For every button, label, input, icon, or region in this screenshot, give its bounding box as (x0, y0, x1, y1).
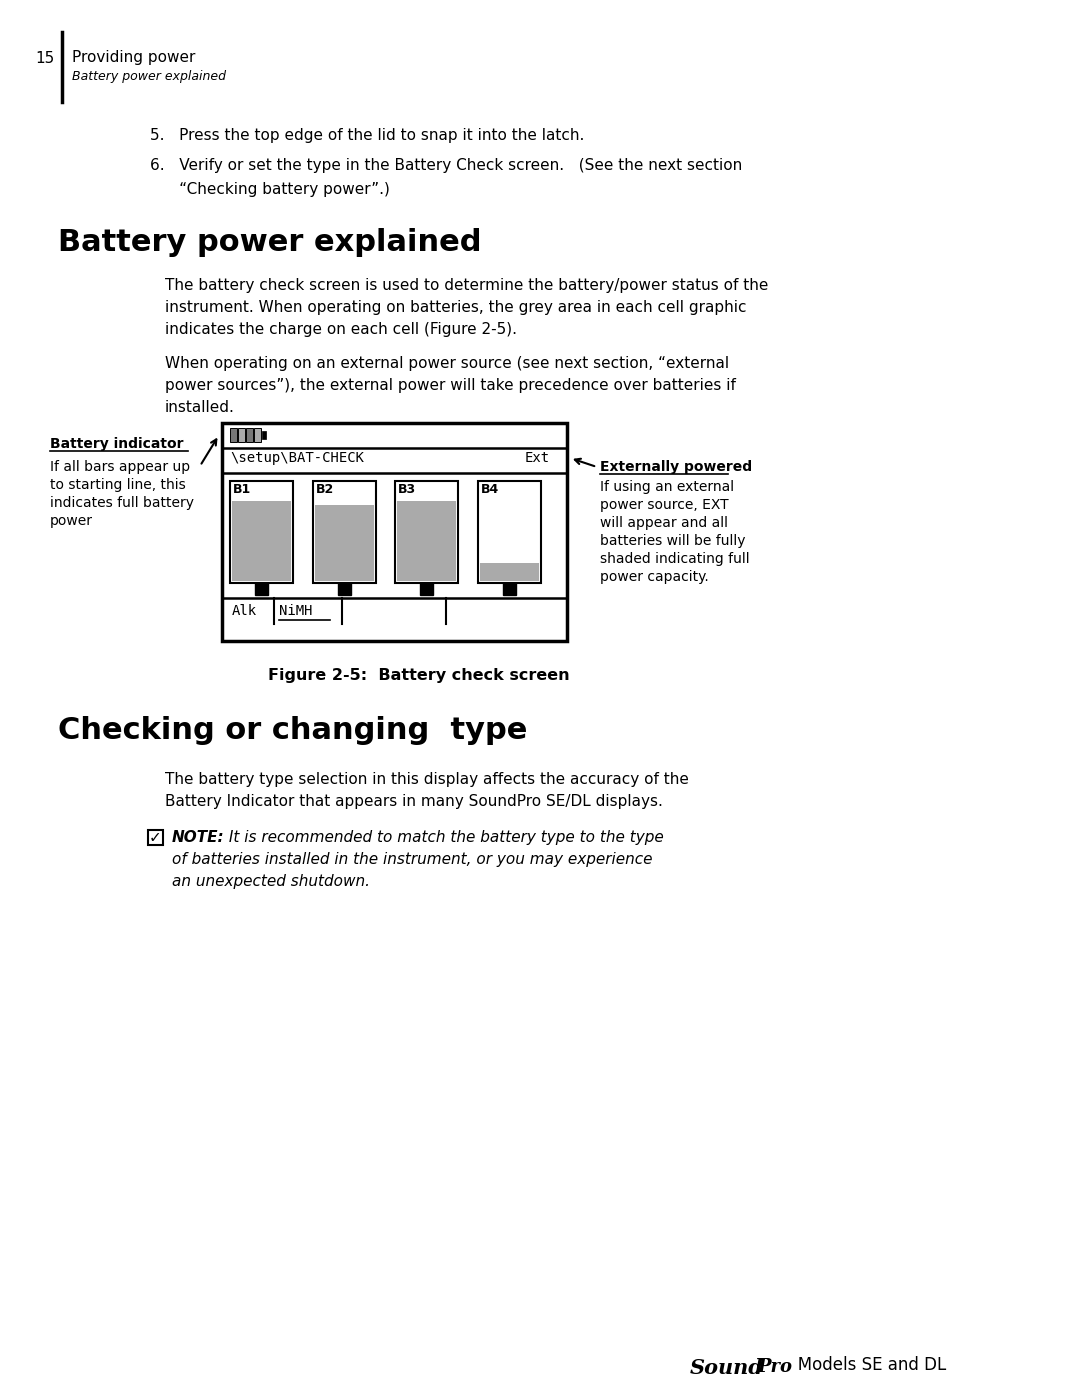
Bar (238, 428, 245, 441)
Bar (312, 482, 376, 583)
Text: to starting line, this: to starting line, this (50, 477, 186, 491)
Bar (395, 482, 458, 583)
Bar (230, 428, 237, 441)
Text: “Checking battery power”.): “Checking battery power”.) (150, 182, 390, 197)
Text: Battery indicator: Battery indicator (50, 437, 184, 451)
Bar (148, 830, 163, 845)
Text: Alk: Alk (232, 604, 257, 618)
Text: It is recommended to match the battery type to the type: It is recommended to match the battery t… (224, 830, 664, 845)
Bar (254, 428, 261, 441)
Text: batteries will be fully: batteries will be fully (600, 534, 745, 548)
Text: B1: B1 (233, 483, 252, 496)
Bar (262, 432, 266, 439)
Text: installed.: installed. (165, 400, 234, 415)
Bar (232, 501, 291, 582)
Text: 15: 15 (35, 50, 54, 65)
Bar (337, 583, 351, 595)
Text: The battery type selection in this display affects the accuracy of the: The battery type selection in this displ… (165, 772, 689, 787)
Bar (222, 423, 567, 641)
Text: indicates full battery: indicates full battery (50, 496, 194, 509)
Text: Checking or changing  type: Checking or changing type (58, 716, 527, 745)
Bar (246, 428, 253, 441)
Bar (420, 583, 433, 595)
Text: NiMH: NiMH (279, 604, 312, 618)
Text: When operating on an external power source (see next section, “external: When operating on an external power sour… (165, 355, 729, 371)
Text: Models SE and DL: Models SE and DL (782, 1356, 946, 1374)
Text: Battery power explained: Battery power explained (58, 228, 482, 257)
Text: \setup\BAT-CHECK: \setup\BAT-CHECK (230, 451, 364, 465)
Text: Battery Indicator that appears in many SoundPro SE/DL displays.: Battery Indicator that appears in many S… (165, 794, 663, 809)
Text: will appear and all: will appear and all (600, 516, 728, 530)
Text: 5.   Press the top edge of the lid to snap it into the latch.: 5. Press the top edge of the lid to snap… (150, 128, 584, 143)
Text: an unexpected shutdown.: an unexpected shutdown. (172, 874, 370, 888)
Bar (314, 505, 374, 582)
Bar (397, 501, 456, 582)
Text: Figure 2-5:  Battery check screen: Figure 2-5: Battery check screen (268, 668, 569, 683)
Text: power capacity.: power capacity. (600, 570, 708, 584)
Text: shaded indicating full: shaded indicating full (600, 552, 750, 566)
Bar (480, 562, 539, 582)
Text: If all bars appear up: If all bars appear up (50, 459, 190, 473)
Text: ✓: ✓ (149, 830, 162, 845)
Text: instrument. When operating on batteries, the grey area in each cell graphic: instrument. When operating on batteries,… (165, 300, 746, 315)
Text: Pro: Pro (757, 1357, 792, 1376)
Text: B2: B2 (315, 483, 334, 496)
Bar (502, 583, 515, 595)
Text: of batteries installed in the instrument, or you may experience: of batteries installed in the instrument… (172, 852, 652, 868)
Text: Battery power explained: Battery power explained (72, 69, 226, 83)
Text: The battery check screen is used to determine the battery/power status of the: The battery check screen is used to dete… (165, 278, 768, 293)
Text: indicates the charge on each cell (Figure 2-5).: indicates the charge on each cell (Figur… (165, 322, 517, 337)
Text: NOTE:: NOTE: (172, 830, 225, 845)
Text: Externally powered: Externally powered (600, 459, 752, 473)
Text: power source, EXT: power source, EXT (600, 498, 729, 512)
Text: power sources”), the external power will take precedence over batteries if: power sources”), the external power will… (165, 378, 735, 393)
Bar (230, 482, 293, 583)
Bar (255, 583, 268, 595)
Text: B3: B3 (399, 483, 416, 496)
Text: If using an external: If using an external (600, 480, 734, 494)
Text: Sound: Sound (690, 1357, 764, 1378)
Text: power: power (50, 514, 93, 527)
Text: B4: B4 (481, 483, 499, 496)
Text: 6.   Verify or set the type in the Battery Check screen.   (See the next section: 6. Verify or set the type in the Battery… (150, 158, 742, 174)
Bar (477, 482, 540, 583)
Text: Providing power: Providing power (72, 50, 195, 65)
Text: Ext: Ext (525, 451, 550, 465)
